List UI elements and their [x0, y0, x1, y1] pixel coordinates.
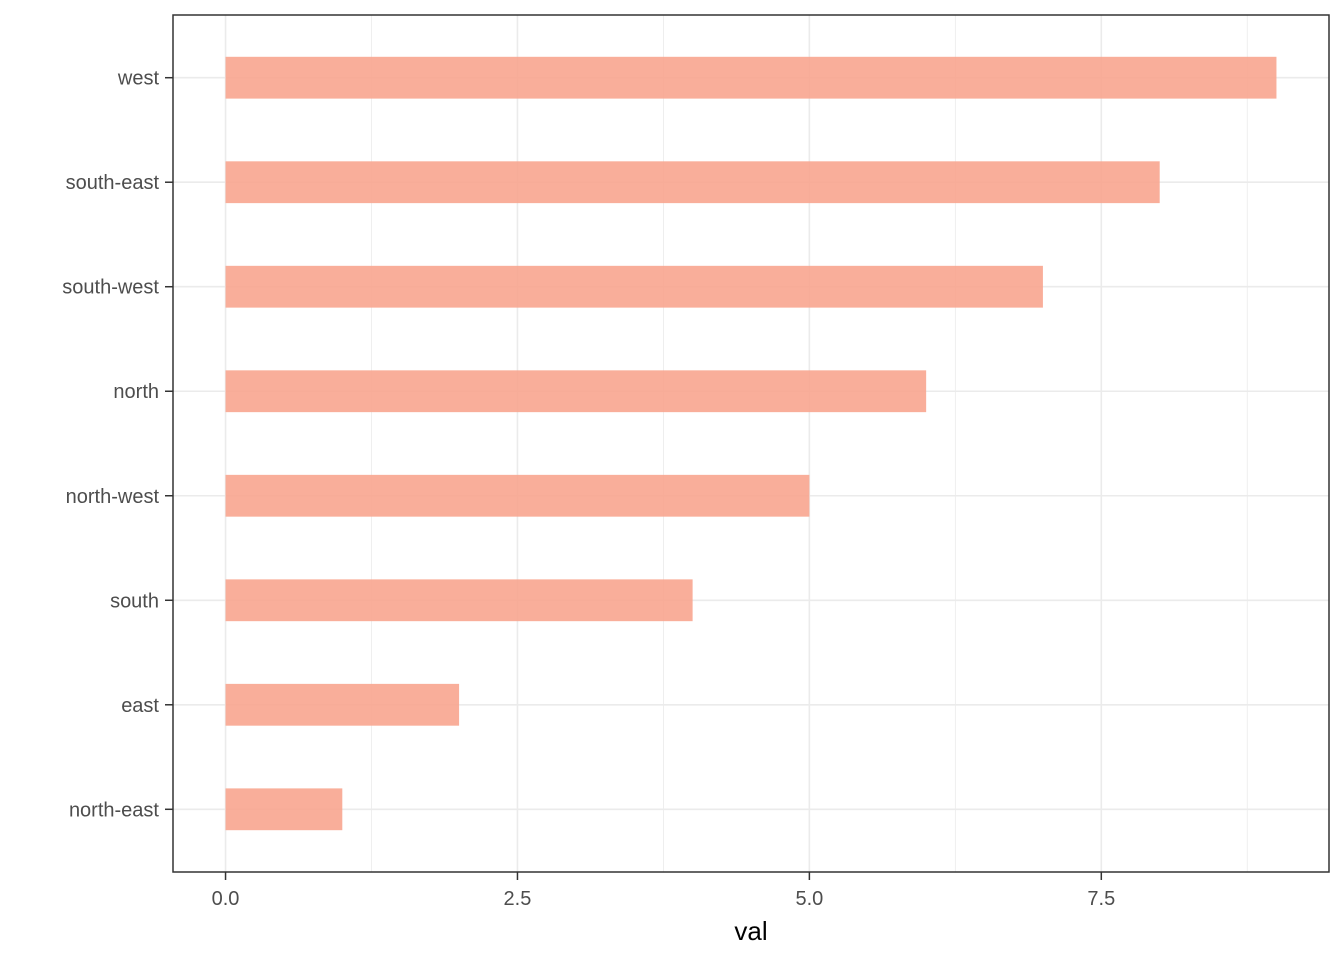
panel-border	[172, 14, 1330, 873]
minor-gridlines	[371, 15, 1248, 872]
x-axis: 0.0 2.5 5.0 7.5	[212, 872, 1115, 910]
y-tick-label: south-west	[62, 277, 159, 299]
x-tick-label: 7.5	[1087, 888, 1115, 910]
major-gridlines	[173, 15, 1329, 872]
bars	[225, 56, 1277, 831]
y-tick-label: west	[117, 68, 160, 90]
y-tick-label: north	[113, 381, 159, 403]
bar-north	[225, 370, 927, 413]
y-tick-label: north-east	[69, 799, 159, 821]
x-axis-title: val	[734, 916, 767, 946]
bar-north-east	[225, 788, 343, 831]
bar-north-west	[225, 474, 810, 517]
bar-west	[225, 56, 1277, 99]
bar-south-east	[225, 161, 1160, 204]
bar-south-west	[225, 265, 1043, 308]
y-tick-label: south-east	[66, 172, 160, 194]
x-tick-label: 0.0	[212, 888, 240, 910]
y-axis: north-east east south north-west north south-…	[62, 68, 173, 821]
bar-east	[225, 683, 460, 726]
y-tick-label: south	[110, 590, 159, 612]
y-tick-label: east	[121, 695, 159, 717]
x-tick-label: 5.0	[795, 888, 823, 910]
x-tick-label: 2.5	[504, 888, 532, 910]
bar-south	[225, 579, 693, 622]
y-tick-label: north-west	[66, 486, 160, 508]
